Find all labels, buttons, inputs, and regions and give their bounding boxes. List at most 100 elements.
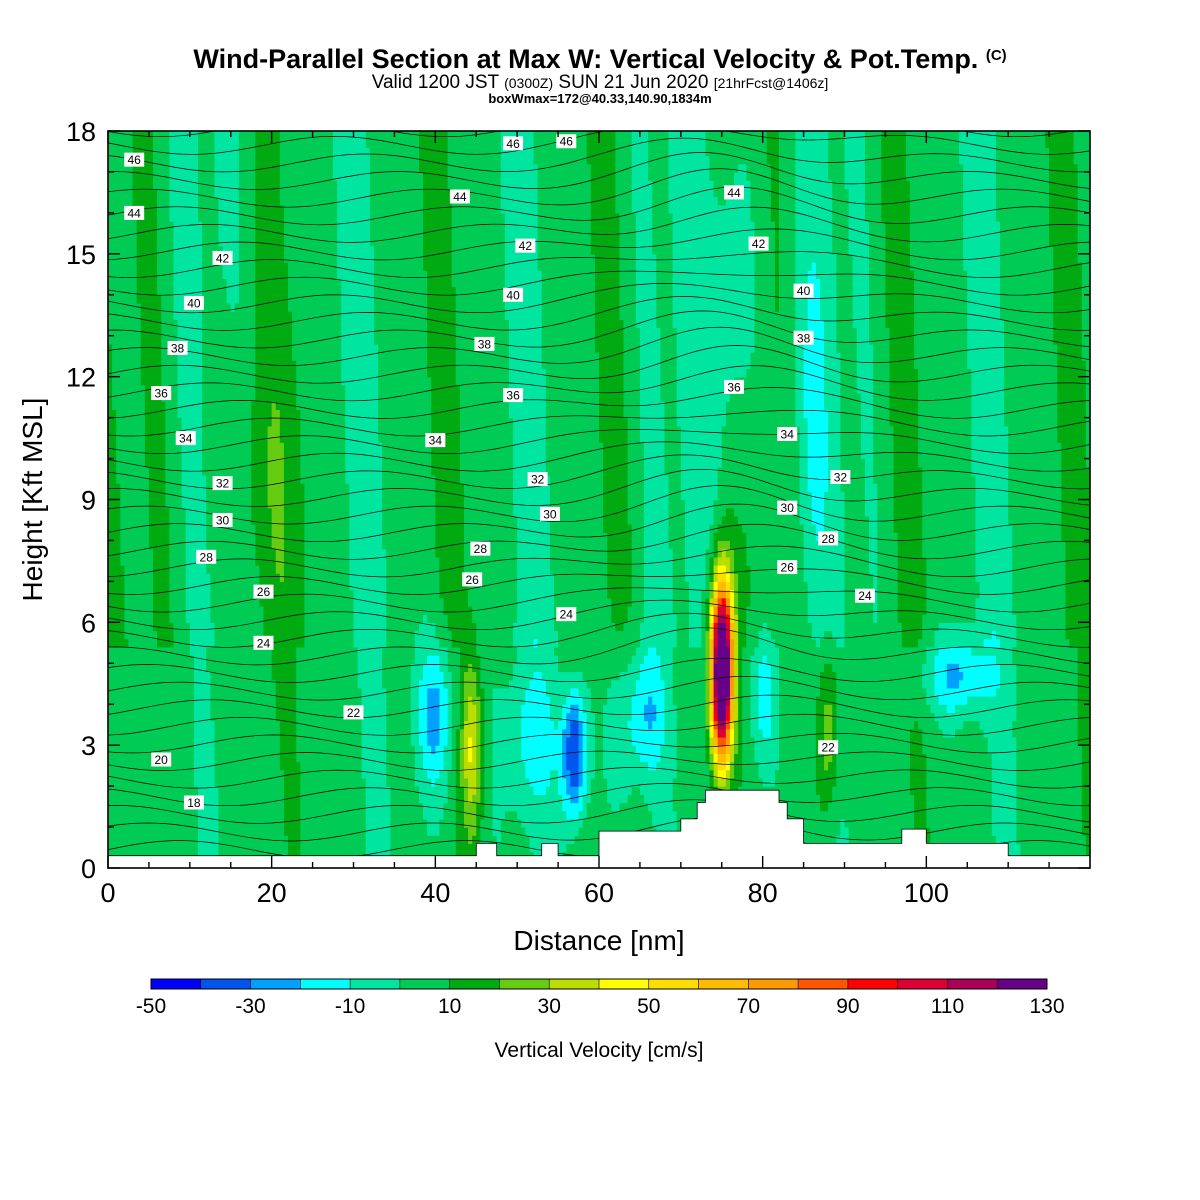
velocity-cell <box>639 622 645 664</box>
velocity-cell <box>439 646 445 673</box>
velocity-cell <box>983 736 989 868</box>
velocity-cell <box>435 556 441 640</box>
contour-label: 30 <box>781 501 795 515</box>
velocity-cell <box>353 131 359 648</box>
velocity-cell <box>995 638 1001 648</box>
colorbar-label: 110 <box>931 995 964 1018</box>
velocity-cell <box>938 622 944 648</box>
velocity-cell <box>950 646 956 664</box>
velocity-cell <box>513 622 518 648</box>
velocity-cell <box>844 131 850 189</box>
velocity-cell <box>529 679 535 787</box>
velocity-cell <box>267 131 273 427</box>
velocity-cell <box>815 646 821 697</box>
velocity-cell <box>611 131 616 623</box>
velocity-cell <box>725 646 731 697</box>
velocity-cell <box>529 131 535 681</box>
velocity-cell <box>803 417 809 582</box>
velocity-cell <box>766 163 772 632</box>
colorbar-swatch <box>549 979 600 989</box>
velocity-cell <box>623 131 629 419</box>
velocity-cell <box>431 835 436 868</box>
isentrope-line <box>108 168 1090 208</box>
velocity-cell <box>652 646 657 705</box>
colorbar: -50 -30 -10 10 30 50 70 90 110 130 Vertical Veloci… <box>136 978 1065 1062</box>
velocity-cell <box>202 131 207 476</box>
velocity-cell <box>566 818 571 845</box>
contour-label: 22 <box>347 706 361 720</box>
velocity-cell <box>1081 360 1087 836</box>
velocity-cell <box>791 131 796 868</box>
velocity-cell <box>153 131 158 189</box>
velocity-cell <box>815 131 821 279</box>
velocity-cell <box>644 131 649 656</box>
velocity-cell <box>378 442 383 868</box>
velocity-cell <box>693 131 698 648</box>
velocity-cell <box>873 131 878 484</box>
velocity-cell <box>586 163 592 689</box>
velocity-cell <box>717 573 723 582</box>
velocity-cell <box>725 605 731 615</box>
velocity-cell <box>570 131 576 673</box>
velocity-cell <box>345 483 351 868</box>
velocity-cell <box>995 131 1001 222</box>
velocity-cell <box>234 302 240 868</box>
velocity-cell <box>398 131 404 868</box>
velocity-cell <box>144 131 150 468</box>
velocity-cell <box>954 622 960 648</box>
velocity-cell <box>427 655 432 689</box>
velocity-cell <box>116 131 121 484</box>
velocity-cell <box>725 507 731 542</box>
velocity-cell <box>734 376 739 517</box>
velocity-cell <box>586 802 592 868</box>
velocity-cell <box>734 515 739 574</box>
velocity-cell <box>869 573 874 868</box>
velocity-cell <box>1028 131 1034 868</box>
velocity-cell <box>746 131 751 181</box>
velocity-cell <box>652 720 657 771</box>
contour-label-box <box>818 740 839 755</box>
velocity-cell <box>999 131 1005 320</box>
velocity-cell <box>296 131 301 411</box>
velocity-cell <box>889 425 895 868</box>
velocity-cell <box>656 655 661 763</box>
contour-label-box <box>212 476 233 491</box>
velocity-cell <box>684 131 690 582</box>
velocity-cell <box>713 532 719 558</box>
velocity-cell <box>263 638 269 868</box>
contour-label: 18 <box>187 796 201 810</box>
velocity-cell <box>382 687 387 868</box>
velocity-cell <box>914 720 919 868</box>
x-tick-label: 40 <box>420 878 450 908</box>
velocity-cell <box>435 638 441 656</box>
velocity-cell <box>553 769 559 868</box>
velocity-cell <box>873 483 878 623</box>
velocity-cell <box>684 581 690 868</box>
isentrope-line <box>108 270 1090 296</box>
velocity-cell <box>824 769 829 812</box>
velocity-cell <box>963 704 968 722</box>
velocity-cell <box>578 696 584 722</box>
velocity-cell <box>533 638 539 648</box>
velocity-cell <box>713 761 719 779</box>
velocity-cell <box>995 663 1001 689</box>
velocity-cell <box>443 614 449 648</box>
velocity-cell <box>721 728 727 738</box>
velocity-cell <box>954 663 960 689</box>
velocity-cell <box>930 646 936 714</box>
velocity-cell <box>210 622 215 648</box>
velocity-cell <box>496 687 502 845</box>
velocity-cell <box>484 131 490 868</box>
velocity-cell <box>537 671 543 795</box>
velocity-cell <box>864 131 870 222</box>
velocity-cell <box>615 630 621 681</box>
velocity-cell <box>971 655 977 697</box>
velocity-cell <box>206 671 211 868</box>
velocity-cell <box>709 622 715 640</box>
velocity-cell <box>840 131 846 492</box>
velocity-cell <box>721 548 727 566</box>
velocity-cell <box>701 589 706 868</box>
velocity-cell <box>713 663 719 681</box>
velocity-cell <box>537 270 543 673</box>
velocity-cell <box>648 769 653 812</box>
